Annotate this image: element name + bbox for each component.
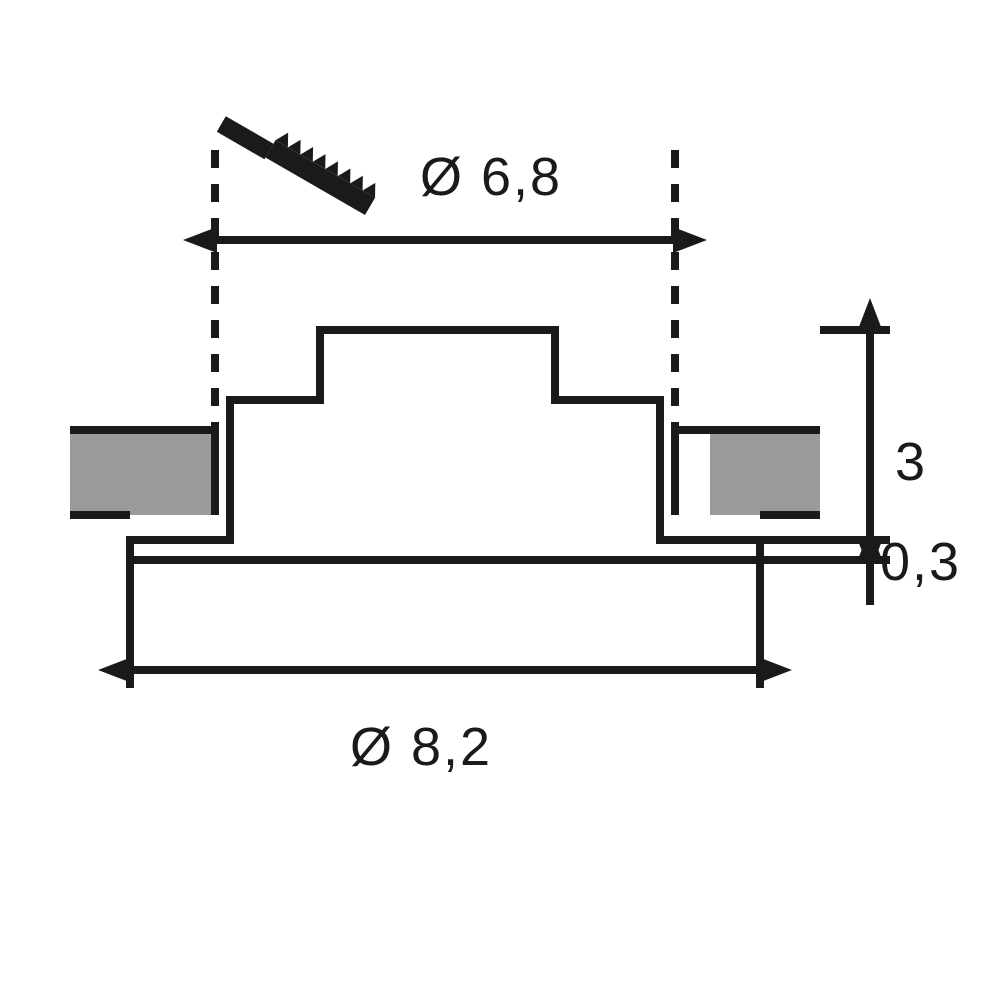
ceiling-left <box>70 430 215 515</box>
fixture-body <box>230 400 660 540</box>
label-flange: 0,3 <box>880 532 961 592</box>
fixture-cap <box>320 330 555 400</box>
label-overall: Ø 8,2 <box>350 717 492 777</box>
saw-icon <box>217 101 382 216</box>
label-height: 3 <box>895 432 927 492</box>
ceiling-right <box>710 430 820 515</box>
label-cutout: Ø 6,8 <box>420 147 562 207</box>
